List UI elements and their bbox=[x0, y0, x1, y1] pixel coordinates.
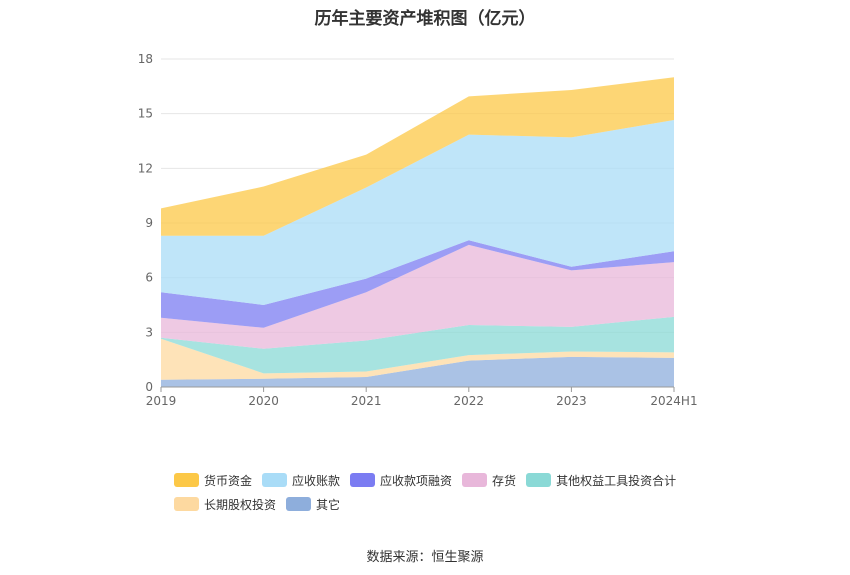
legend-label: 应收款项融资 bbox=[380, 473, 453, 488]
y-tick-label: 9 bbox=[145, 216, 153, 230]
y-tick-label: 6 bbox=[145, 271, 153, 285]
legend-item[interactable]: 货币资金 bbox=[174, 472, 252, 488]
area-series bbox=[161, 316, 674, 374]
y-tick-label: 18 bbox=[138, 52, 153, 66]
data-source: 数据来源：恒生聚源 bbox=[366, 550, 484, 565]
legend-swatch bbox=[174, 497, 199, 511]
area-series bbox=[161, 77, 674, 236]
chart-legend: 货币资金 应收账款 应收款项融资 存货 其他权益工具投资合计 长期股权投资 其它 bbox=[174, 472, 734, 512]
y-tick-label: 15 bbox=[138, 107, 153, 121]
legend-swatch bbox=[526, 473, 552, 487]
legend-swatch bbox=[350, 473, 376, 487]
legend-item[interactable]: 长期股权投资 bbox=[174, 496, 276, 512]
legend-item[interactable]: 应收账款 bbox=[262, 472, 340, 488]
legend-label: 应收账款 bbox=[292, 473, 341, 488]
legend-swatch bbox=[174, 473, 199, 487]
y-tick-label: 12 bbox=[138, 161, 153, 175]
legend-label: 其他权益工具投资合计 bbox=[556, 473, 677, 488]
area-series bbox=[161, 120, 674, 306]
area-series bbox=[161, 240, 674, 328]
y-tick-label: 3 bbox=[145, 325, 153, 339]
legend-label: 其它 bbox=[316, 497, 341, 512]
legend-item[interactable]: 应收款项融资 bbox=[350, 472, 452, 488]
x-tick-label: 2019 bbox=[146, 394, 177, 408]
x-tick-label: 2023 bbox=[556, 394, 587, 408]
x-tick-label: 2021 bbox=[351, 394, 382, 408]
legend-item[interactable]: 其它 bbox=[286, 496, 340, 512]
area-series bbox=[161, 244, 674, 349]
stacked-area-chart: 0 3 6 9 12 15 18 2019 2020 2021 2022 2023 2024H1 bbox=[138, 52, 698, 408]
legend-label: 存货 bbox=[492, 473, 517, 488]
chart-title: 历年主要资产堆积图（亿元） bbox=[314, 9, 536, 29]
y-tick-label: 0 bbox=[145, 380, 153, 394]
legend-swatch bbox=[262, 473, 288, 487]
legend-item[interactable]: 其他权益工具投资合计 bbox=[526, 472, 676, 488]
legend-item[interactable]: 存货 bbox=[462, 472, 516, 488]
area-series bbox=[161, 356, 674, 387]
legend-label: 货币资金 bbox=[204, 473, 253, 488]
x-tick-label: 2024H1 bbox=[650, 394, 697, 408]
legend-swatch bbox=[462, 473, 488, 487]
area-series bbox=[161, 338, 674, 380]
x-tick-label: 2020 bbox=[248, 394, 279, 408]
legend-swatch bbox=[286, 497, 312, 511]
x-tick-label: 2022 bbox=[454, 394, 485, 408]
legend-label: 长期股权投资 bbox=[204, 497, 277, 512]
